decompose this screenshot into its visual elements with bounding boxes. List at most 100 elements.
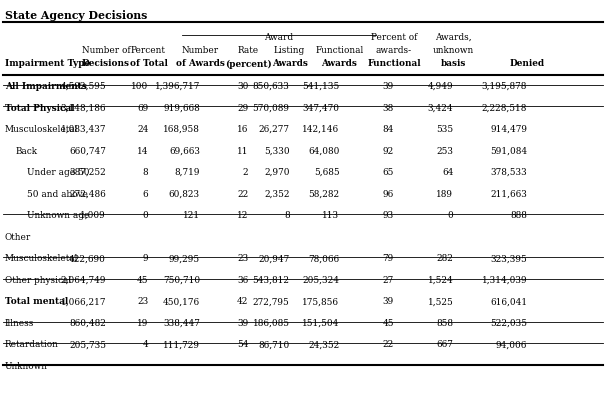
Text: 94,006: 94,006 (496, 339, 527, 348)
Text: Percent: Percent (131, 46, 166, 55)
Text: Retardation: Retardation (5, 339, 59, 348)
Text: Listing: Listing (274, 46, 305, 55)
Text: 2,064,749: 2,064,749 (61, 275, 106, 284)
Text: 850,633: 850,633 (253, 82, 290, 91)
Text: 8,719: 8,719 (175, 168, 200, 177)
Text: 29: 29 (237, 103, 248, 112)
Text: of Awards: of Awards (176, 59, 224, 68)
Text: 151,504: 151,504 (302, 318, 339, 327)
Text: 96: 96 (382, 189, 394, 198)
Text: 4: 4 (143, 339, 148, 348)
Text: awards-: awards- (376, 46, 412, 55)
Text: State Agency Decisions: State Agency Decisions (5, 10, 147, 21)
Text: 23: 23 (137, 297, 148, 306)
Text: 282: 282 (436, 254, 453, 263)
Text: 2: 2 (243, 168, 248, 177)
Text: All Impairments: All Impairments (5, 82, 87, 91)
Text: Award: Award (264, 33, 293, 42)
Text: 914,479: 914,479 (490, 125, 527, 134)
Text: 323,395: 323,395 (490, 254, 527, 263)
Text: Back: Back (16, 146, 38, 155)
Text: (percent): (percent) (225, 59, 272, 68)
Text: 111,729: 111,729 (163, 339, 200, 348)
Text: Number: Number (181, 46, 219, 55)
Text: 60,823: 60,823 (169, 189, 200, 198)
Text: Total Physical: Total Physical (5, 103, 75, 112)
Text: 22: 22 (237, 189, 248, 198)
Text: 3,148,186: 3,148,186 (61, 103, 106, 112)
Text: Awards: Awards (271, 59, 308, 68)
Text: 14: 14 (137, 146, 148, 155)
Text: 168,958: 168,958 (163, 125, 200, 134)
Text: 3,424: 3,424 (428, 103, 453, 112)
Text: 5,685: 5,685 (314, 168, 339, 177)
Text: 888: 888 (510, 211, 527, 220)
Text: 1,396,717: 1,396,717 (155, 82, 200, 91)
Text: Under age 50: Under age 50 (27, 168, 89, 177)
Text: 16: 16 (237, 125, 248, 134)
Text: 36: 36 (237, 275, 248, 284)
Text: 8: 8 (284, 211, 290, 220)
Text: 65: 65 (382, 168, 394, 177)
Text: 69: 69 (137, 103, 148, 112)
Text: 450,176: 450,176 (163, 297, 200, 306)
Text: 11: 11 (237, 146, 248, 155)
Text: Other physical: Other physical (5, 275, 71, 284)
Text: 205,324: 205,324 (302, 275, 339, 284)
Text: 4,949: 4,949 (428, 82, 453, 91)
Text: 113: 113 (322, 211, 339, 220)
Text: 39: 39 (237, 318, 248, 327)
Text: 858: 858 (436, 318, 453, 327)
Text: 45: 45 (137, 275, 148, 284)
Text: 12: 12 (237, 211, 248, 220)
Text: 175,856: 175,856 (302, 297, 339, 306)
Text: 919,668: 919,668 (163, 103, 200, 112)
Text: 64: 64 (442, 168, 453, 177)
Text: Rate: Rate (238, 46, 259, 55)
Text: Percent of: Percent of (371, 33, 417, 42)
Text: 38: 38 (382, 103, 394, 112)
Text: 39: 39 (382, 82, 394, 91)
Text: 22: 22 (382, 339, 394, 348)
Text: 387,252: 387,252 (69, 168, 106, 177)
Text: Musculoskeletal: Musculoskeletal (5, 125, 78, 134)
Text: basis: basis (441, 59, 466, 68)
Text: 27: 27 (382, 275, 394, 284)
Text: 541,135: 541,135 (302, 82, 339, 91)
Text: 121: 121 (183, 211, 200, 220)
Text: 2,228,518: 2,228,518 (482, 103, 527, 112)
Text: 50 and above: 50 and above (27, 189, 87, 198)
Text: 1,314,039: 1,314,039 (482, 275, 527, 284)
Text: 3,195,878: 3,195,878 (482, 82, 527, 91)
Text: Musculoskeletal: Musculoskeletal (5, 254, 78, 263)
Text: unknown: unknown (433, 46, 474, 55)
Text: 39: 39 (382, 297, 394, 306)
Text: 535: 535 (436, 125, 453, 134)
Text: 338,447: 338,447 (163, 318, 200, 327)
Text: 2,352: 2,352 (264, 189, 290, 198)
Text: 9: 9 (143, 254, 148, 263)
Text: 78,066: 78,066 (308, 254, 339, 263)
Text: 253: 253 (436, 146, 453, 155)
Text: 69,663: 69,663 (169, 146, 200, 155)
Text: 570,089: 570,089 (253, 103, 290, 112)
Text: 45: 45 (382, 318, 394, 327)
Text: 860,482: 860,482 (69, 318, 106, 327)
Text: Other: Other (5, 232, 31, 241)
Text: Awards: Awards (321, 59, 358, 68)
Text: 142,146: 142,146 (302, 125, 339, 134)
Text: 660,747: 660,747 (69, 146, 106, 155)
Text: 5,330: 5,330 (264, 146, 290, 155)
Text: 0: 0 (143, 211, 148, 220)
Text: 92: 92 (382, 146, 394, 155)
Text: 543,812: 543,812 (253, 275, 290, 284)
Text: Impairment Type: Impairment Type (5, 59, 90, 68)
Text: 42: 42 (237, 297, 248, 306)
Text: 54: 54 (237, 339, 248, 348)
Text: 0: 0 (448, 211, 453, 220)
Text: 100: 100 (132, 82, 148, 91)
Text: 30: 30 (237, 82, 248, 91)
Text: Awards,: Awards, (435, 33, 471, 42)
Text: Decisions: Decisions (82, 59, 130, 68)
Text: 205,735: 205,735 (69, 339, 106, 348)
